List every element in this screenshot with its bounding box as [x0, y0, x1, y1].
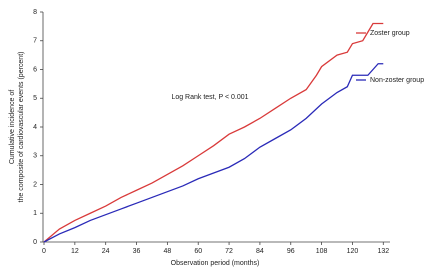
x-tick-label: 84 — [256, 248, 264, 255]
x-tick-label: 120 — [347, 248, 359, 255]
y-tick-label: 7 — [33, 38, 37, 45]
x-tick-label: 24 — [102, 248, 110, 255]
legend-label: Zoster group — [370, 30, 410, 37]
x-tick-label: 60 — [194, 248, 202, 255]
x-tick-label: 108 — [316, 248, 328, 255]
series-line — [43, 22, 384, 243]
legend-label: Non-zoster group — [370, 77, 424, 84]
x-tick-label: 96 — [287, 248, 295, 255]
x-tick-label: 36 — [133, 248, 141, 255]
series-line — [43, 63, 384, 243]
x-tick-label: 132 — [377, 248, 389, 255]
x-tick-label: 48 — [163, 248, 171, 255]
x-axis-label: Observation period (months) — [171, 260, 260, 267]
annotation: Log Rank test, P < 0.001 — [171, 94, 248, 101]
x-tick-label: 12 — [71, 248, 79, 255]
y-tick-label: 8 — [33, 9, 37, 16]
y-axis-label: the composite of cardiovascular events (… — [18, 52, 25, 203]
y-tick-label: 5 — [33, 95, 37, 102]
x-tick-label: 0 — [42, 248, 46, 255]
x-tick-label: 72 — [225, 248, 233, 255]
y-tick-label: 3 — [33, 153, 37, 160]
y-tick-label: 4 — [33, 124, 37, 131]
y-tick-label: 2 — [33, 181, 37, 188]
y-axis-label: Cumulative incidence of — [9, 90, 16, 164]
y-tick-label: 6 — [33, 66, 37, 73]
y-tick-label: 0 — [33, 239, 37, 246]
y-tick-label: 1 — [33, 210, 37, 217]
